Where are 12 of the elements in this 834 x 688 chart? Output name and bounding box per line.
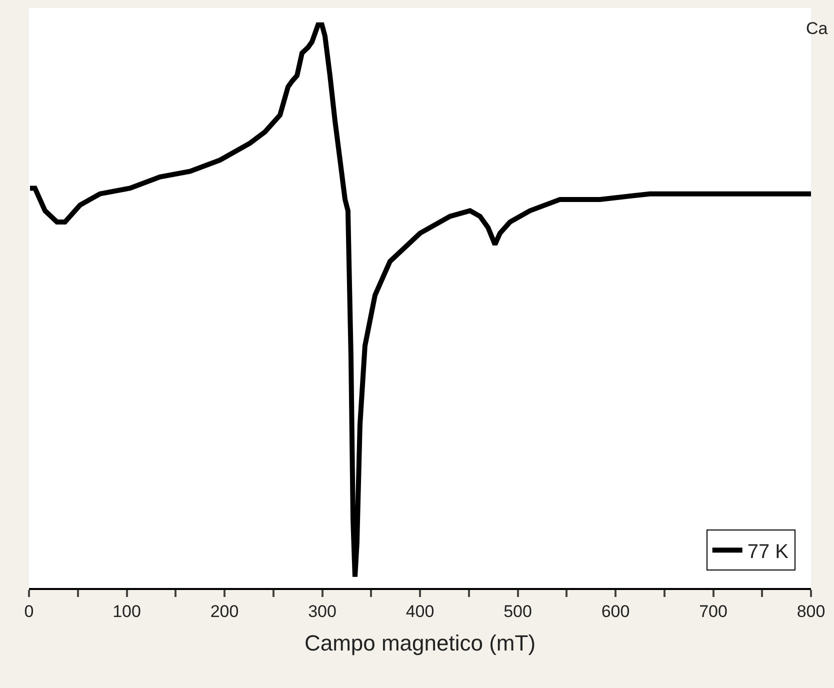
x-tick-label: 200 (210, 602, 239, 622)
annotation: Ca (806, 19, 828, 38)
x-axis-title: Campo magnetico (mT) (304, 630, 536, 656)
x-tick-label: 700 (699, 602, 728, 622)
x-tick-label: 100 (112, 602, 141, 622)
x-tick-label: 400 (406, 602, 434, 622)
x-tick-label: 300 (308, 602, 336, 622)
x-tick-label: 500 (504, 602, 532, 622)
x-tick-label: 600 (601, 602, 630, 622)
x-tick-label: 0 (24, 602, 34, 622)
legend-label: 77 K (747, 540, 790, 563)
x-tick-label: 800 (796, 602, 826, 622)
